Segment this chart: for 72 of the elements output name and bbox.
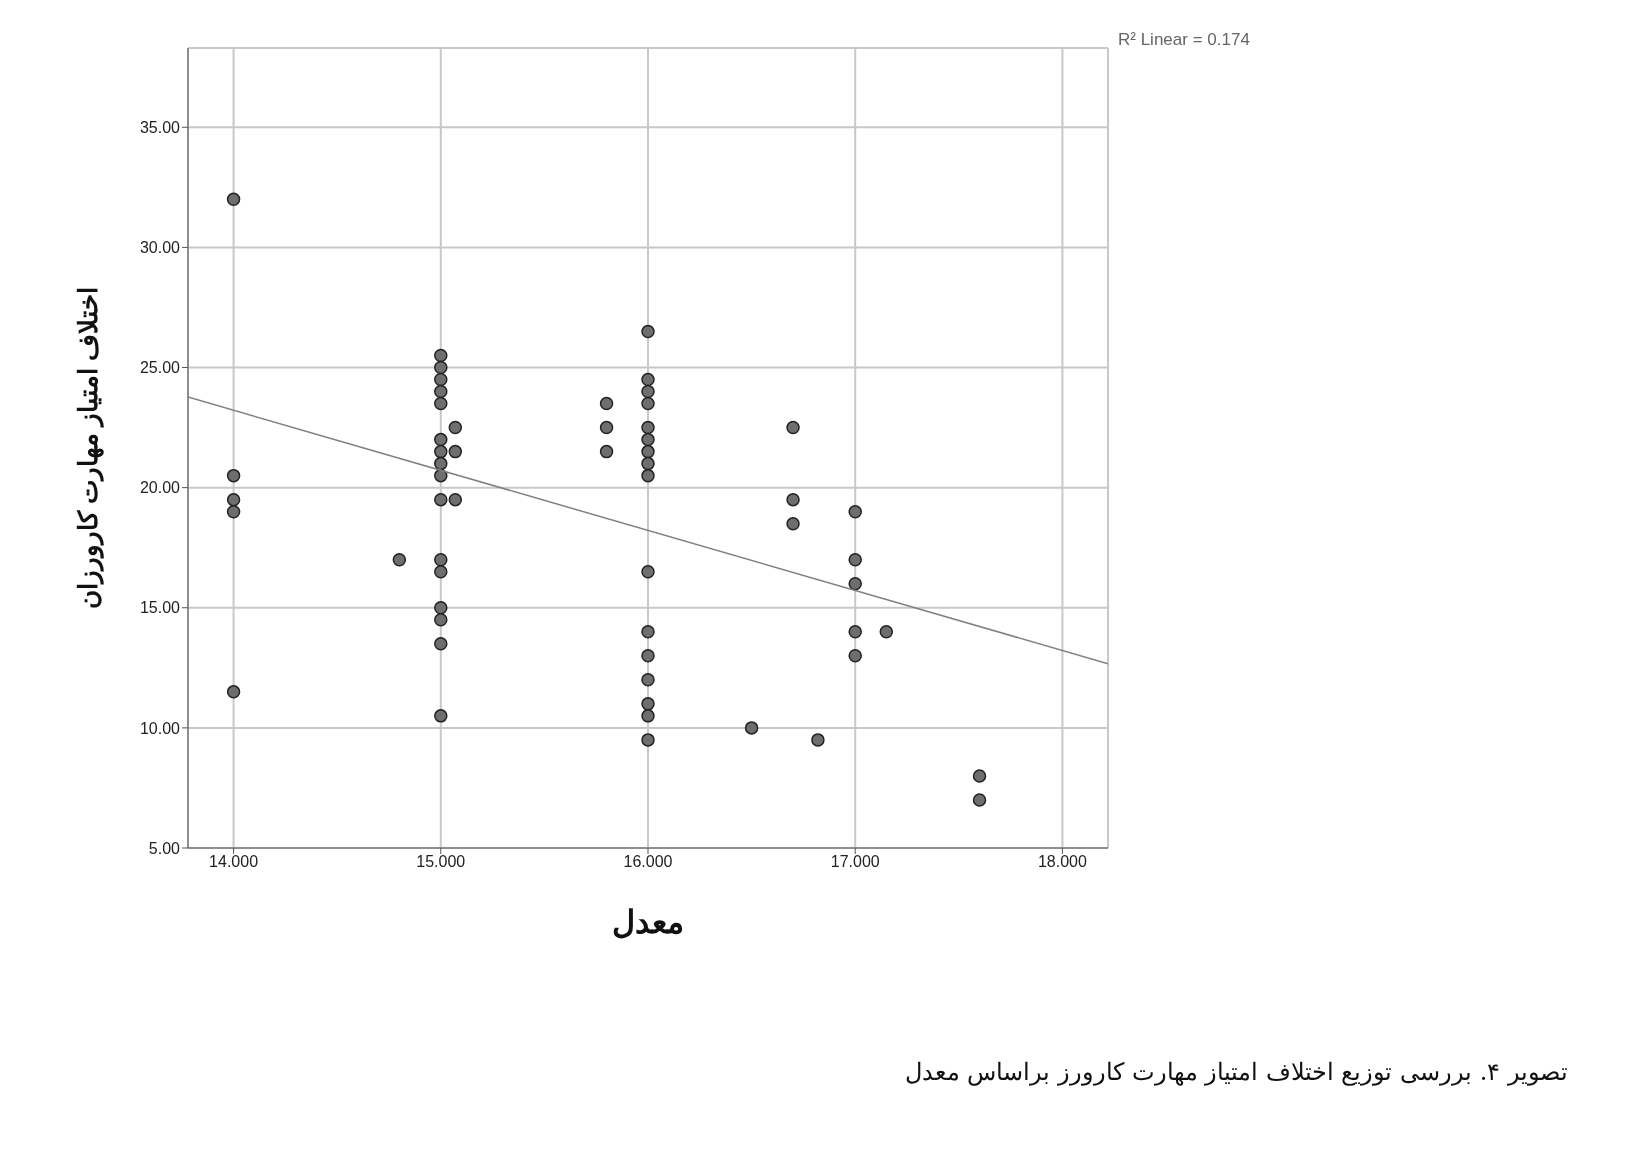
point — [434, 637, 448, 651]
y-tick-label: 30.00 — [139, 239, 181, 257]
point — [599, 396, 614, 411]
x-tick-label: 15.000 — [416, 853, 466, 871]
point — [448, 492, 463, 507]
y-tick-label: 15.00 — [139, 599, 181, 617]
point — [641, 456, 655, 471]
point — [641, 432, 655, 447]
y-tick-label: 25.00 — [139, 359, 181, 377]
point — [786, 492, 800, 507]
point — [641, 420, 655, 435]
point — [641, 625, 655, 639]
point — [434, 613, 448, 627]
point — [848, 504, 862, 519]
point — [641, 649, 655, 663]
point — [641, 396, 655, 411]
point — [392, 552, 407, 567]
point — [641, 444, 655, 459]
point — [434, 709, 448, 723]
point — [641, 697, 655, 711]
point — [226, 685, 241, 699]
text: تصویر ۴. بررسی توزیع اختلاف امتیاز مهارت کارورز براساس معدل — [904, 1058, 1568, 1086]
point — [434, 348, 448, 363]
point — [848, 576, 862, 591]
point — [434, 552, 448, 567]
point — [434, 456, 448, 471]
point — [744, 721, 759, 735]
y-tick-label: 35.00 — [139, 118, 181, 136]
point — [434, 564, 448, 579]
point — [434, 444, 448, 459]
x-tick-label: 18.000 — [1037, 853, 1087, 871]
y-tick-label: 5.00 — [148, 839, 181, 857]
point — [226, 504, 241, 519]
text: R² Linear = 0.174 — [1118, 30, 1250, 50]
point — [811, 733, 825, 747]
x-axis-title: معدل — [612, 904, 684, 940]
point — [599, 444, 614, 459]
point — [434, 360, 448, 375]
point — [879, 625, 894, 639]
point — [848, 625, 862, 639]
point — [641, 372, 655, 387]
x-tick-label: 16.000 — [623, 853, 673, 871]
point — [972, 793, 987, 807]
point — [848, 552, 862, 567]
y-tick-label: 10.00 — [139, 719, 181, 737]
point — [434, 601, 448, 615]
point — [641, 564, 655, 579]
x-tick-label: 14.000 — [209, 853, 259, 871]
point — [786, 516, 800, 531]
point — [848, 649, 862, 663]
point — [226, 192, 241, 207]
point — [641, 384, 655, 399]
point — [434, 372, 448, 387]
y-axis-title: اختلاف امتیاز مهارت کارورزان — [73, 286, 105, 610]
point — [226, 492, 241, 507]
point — [641, 324, 655, 339]
point — [434, 492, 448, 507]
point — [434, 432, 448, 447]
point — [972, 769, 987, 783]
point — [786, 420, 800, 435]
y-tick-label: 20.00 — [139, 479, 181, 497]
x-tick-label: 17.000 — [830, 853, 880, 871]
point — [641, 733, 655, 747]
point — [641, 673, 655, 687]
point — [448, 444, 463, 459]
point — [599, 420, 614, 435]
point — [226, 468, 241, 483]
point — [641, 468, 655, 483]
point — [434, 396, 448, 411]
point — [641, 709, 655, 723]
point — [434, 384, 448, 399]
point — [448, 420, 463, 435]
